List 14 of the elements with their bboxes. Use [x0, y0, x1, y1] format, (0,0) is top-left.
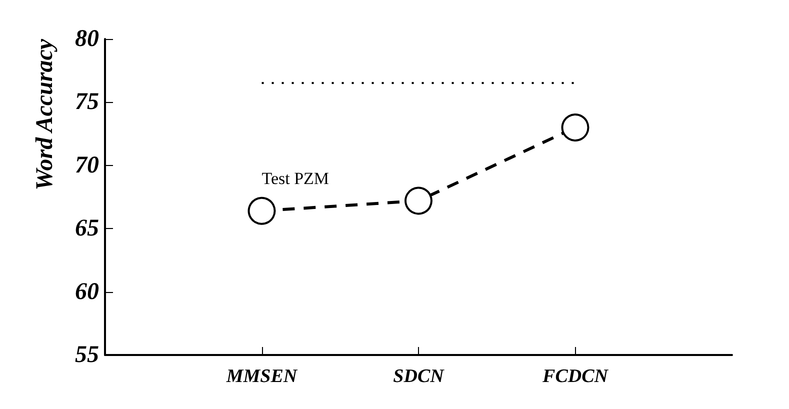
annotation: Test PZM — [262, 168, 330, 188]
x-tick-label: MMSEN — [225, 366, 298, 387]
point — [561, 113, 590, 142]
x-tick-label: FCDCN — [542, 366, 610, 387]
point — [404, 186, 432, 215]
y-tick-label: 70 — [75, 152, 99, 178]
y-tick-label: 65 — [75, 216, 99, 242]
point — [248, 196, 276, 225]
y-tick-label: 80 — [75, 26, 99, 52]
y-tick-label: 60 — [75, 278, 99, 305]
y-tick-label: 55 — [75, 342, 99, 368]
y-axis-title: Word Accuracy — [32, 38, 58, 190]
y-tick-label: 75 — [75, 89, 99, 116]
x-tick-label: SDCN — [393, 366, 446, 387]
